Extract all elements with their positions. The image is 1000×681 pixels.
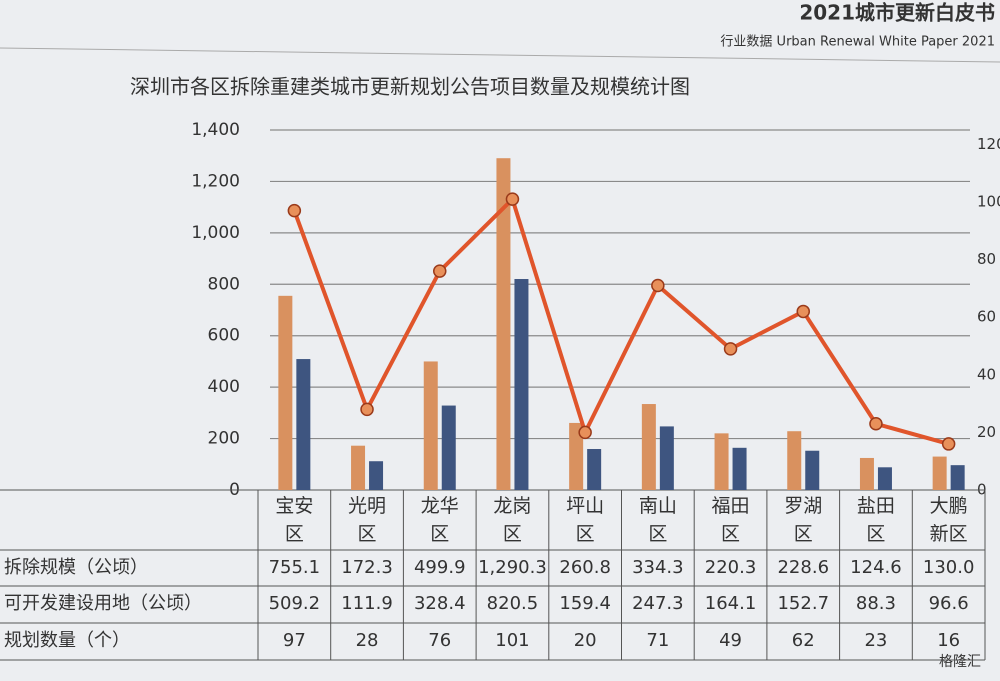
x-tick-label: 龙华区 (420, 495, 459, 545)
header-title: 2021城市更新白皮书 (799, 1, 995, 25)
y-tick-label: 1,200 (191, 171, 240, 191)
row-label: 拆除规模（公顷） (4, 557, 148, 578)
table-value: 88.3 (856, 593, 896, 614)
table-value: 28 (356, 630, 379, 651)
y2-tick-label: 120 (977, 135, 1000, 153)
bar (805, 450, 820, 490)
chart-title: 深圳市各区拆除重建类城市更新规划公告项目数量及规模统计图 (130, 75, 690, 99)
bar (932, 456, 947, 490)
line-marker (941, 437, 956, 451)
bar (569, 422, 584, 490)
table-value: 111.9 (341, 593, 393, 614)
table-value: 62 (792, 630, 815, 651)
table-value: 101 (495, 630, 529, 651)
table-value: 164.1 (705, 593, 757, 614)
bar (787, 431, 802, 490)
line-marker (869, 417, 883, 431)
table-value: 228.6 (777, 557, 829, 578)
bar (714, 433, 729, 490)
bar (587, 449, 602, 490)
table-value: 96.6 (929, 593, 969, 614)
x-tick-label: 南山区 (638, 495, 677, 545)
table-value: 20 (574, 630, 597, 651)
table-value: 130.0 (923, 557, 975, 578)
bar (659, 426, 674, 490)
header-subtitle: 行业数据 Urban Renewal White Paper 2021 (720, 35, 995, 50)
table-value: 159.4 (559, 593, 611, 614)
y-tick-label: 800 (208, 274, 240, 294)
y2-tick-label: 40 (977, 365, 996, 383)
bar (351, 445, 366, 490)
y-tick-label: 400 (208, 377, 240, 397)
bar (859, 457, 874, 490)
y-tick-label: 1,000 (191, 223, 240, 243)
table-value: 755.1 (269, 557, 321, 578)
x-tick-label: 大鹏新区 (929, 495, 968, 545)
table-value: 23 (864, 630, 887, 651)
table-value: 499.9 (414, 557, 466, 578)
y-tick-label: 200 (208, 429, 240, 449)
y2-tick-label: 20 (977, 423, 996, 441)
table-value: 509.2 (269, 593, 321, 614)
table-value: 1,290.3 (478, 557, 547, 578)
bar (950, 465, 965, 490)
table-value: 16 (937, 630, 960, 651)
row-label: 规划数量（个） (4, 630, 130, 651)
watermark: 格隆汇 (939, 654, 981, 670)
y-tick-label: 600 (208, 326, 240, 346)
line-marker (796, 304, 810, 319)
line-marker (651, 278, 665, 293)
table-value: 172.3 (341, 557, 393, 578)
y2-tick-label: 100 (977, 193, 1000, 211)
table-value: 247.3 (632, 593, 684, 614)
x-tick-label: 坪山区 (566, 495, 605, 545)
table-value: 71 (646, 630, 669, 651)
bar (296, 359, 311, 490)
x-tick-label: 盐田区 (856, 495, 895, 545)
x-tick-label: 龙岗区 (493, 495, 532, 545)
line-marker (433, 264, 447, 278)
table-value: 124.6 (850, 557, 902, 578)
line (292, 195, 950, 446)
x-tick-label: 福田区 (711, 495, 750, 545)
bar (496, 158, 511, 491)
line-marker (578, 425, 592, 440)
line-marker (287, 203, 302, 218)
table-value: 820.5 (487, 593, 539, 614)
table-value: 152.7 (777, 593, 829, 614)
line-marker (505, 192, 520, 206)
header-rule (0, 47, 1000, 63)
bar (514, 279, 529, 490)
bar (369, 461, 384, 490)
bar (441, 405, 456, 490)
line-marker (723, 342, 738, 356)
table-value: 328.4 (414, 593, 466, 614)
table-value: 76 (428, 630, 451, 651)
y2-tick-label: 80 (977, 250, 996, 268)
table-value: 334.3 (632, 557, 684, 578)
x-tick-label: 光明区 (348, 495, 387, 545)
table-value: 97 (283, 630, 306, 651)
bar (732, 447, 747, 490)
bar (423, 361, 438, 490)
table-value: 220.3 (705, 557, 757, 578)
table-value: 260.8 (559, 557, 611, 578)
bar (278, 295, 293, 490)
bar (641, 404, 656, 490)
y2-tick-label: 60 (977, 308, 996, 326)
x-tick-label: 宝安区 (275, 495, 314, 545)
row-label: 可开发建设用地（公顷） (4, 593, 202, 614)
table-value: 49 (719, 630, 742, 651)
line-marker (360, 402, 374, 417)
y-tick-label: 1,400 (191, 120, 240, 140)
x-tick-label: 罗湖区 (784, 495, 823, 545)
bar (877, 467, 892, 490)
